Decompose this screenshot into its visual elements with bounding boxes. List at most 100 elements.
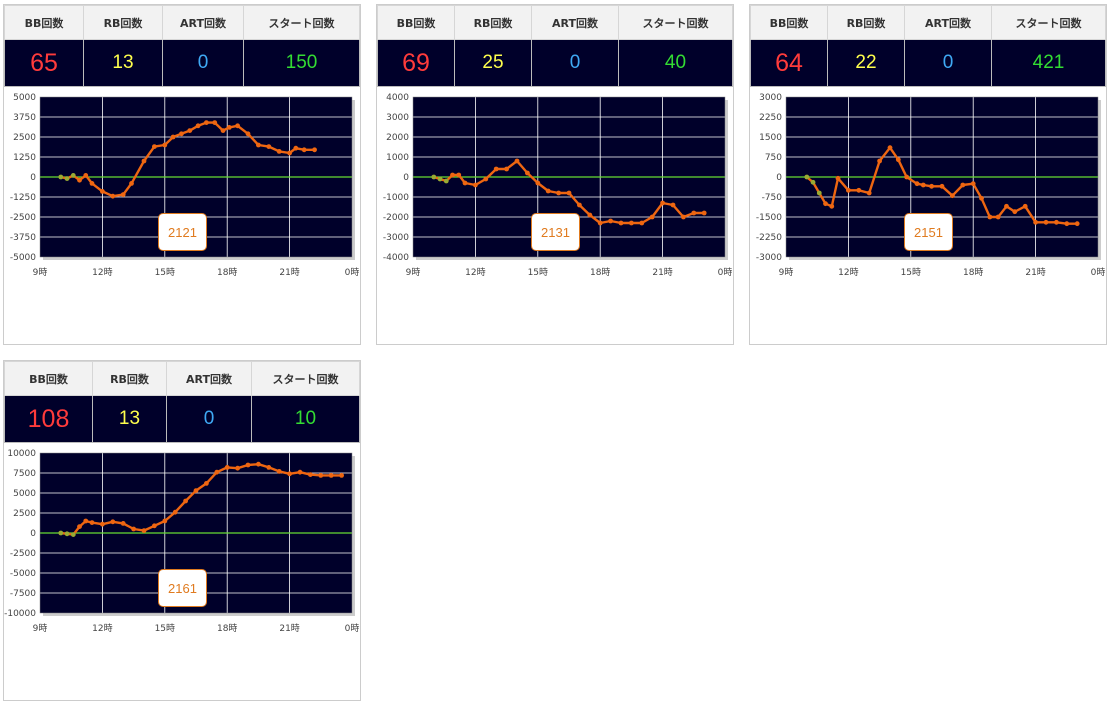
data-point (110, 193, 116, 199)
x-tick-label: 21時 (279, 623, 299, 634)
machine-number-button[interactable]: 2131 (531, 213, 580, 251)
data-point (162, 142, 168, 148)
data-point (1012, 209, 1018, 215)
art-count: 0 (531, 39, 619, 87)
data-point (256, 461, 261, 467)
data-point (804, 174, 810, 180)
data-point (256, 142, 261, 148)
data-point (141, 528, 147, 533)
data-point (995, 214, 1001, 220)
art-count: 0 (904, 39, 992, 87)
y-tick-label: -5000 (10, 253, 36, 263)
data-point (660, 200, 665, 206)
data-point (318, 473, 324, 478)
rb-count: 22 (827, 39, 905, 87)
data-point (77, 524, 82, 529)
y-tick-label: 750 (765, 153, 782, 163)
data-point (920, 182, 926, 188)
data-point (1043, 219, 1049, 225)
header-start: スタート回数 (251, 361, 360, 396)
data-point (823, 201, 828, 207)
data-point (110, 519, 116, 525)
data-point (535, 180, 541, 186)
x-tick-label: 21時 (1025, 267, 1045, 278)
data-point (70, 532, 76, 537)
payout-chart: 3000 2250 1500 750 0 -750 -1500 -2250 -3000 9時 12時… (756, 93, 1106, 278)
stats-table: BB回数 RB回数 ART回数 スタート回数 69 25 0 40 (377, 5, 733, 87)
data-point (856, 187, 862, 193)
rb-count: 13 (92, 395, 167, 443)
data-point (566, 190, 572, 196)
x-tick-label: 12時 (838, 267, 858, 278)
rb-count: 25 (454, 39, 532, 87)
header-bb: BB回数 (4, 5, 84, 40)
data-point (64, 176, 70, 181)
data-point (226, 125, 232, 130)
data-point (629, 220, 634, 226)
y-tick-label: 1250 (13, 153, 36, 163)
data-point (960, 182, 966, 188)
data-point (212, 120, 218, 125)
y-tick-label: 3000 (386, 113, 409, 123)
header-start: スタート回数 (243, 5, 360, 40)
bb-count: 65 (4, 39, 84, 87)
stats-table: BB回数 RB回数 ART回数 スタート回数 64 22 0 421 (750, 5, 1106, 87)
stats-table: BB回数 RB回数 ART回数 スタート回数 65 13 0 150 (4, 5, 360, 87)
y-tick-label: -2500 (10, 549, 36, 559)
data-point (235, 465, 241, 471)
y-tick-label: 3750 (13, 113, 36, 123)
data-point (437, 176, 443, 182)
stats-table: BB回数 RB回数 ART回数 スタート回数 108 13 0 10 (4, 361, 360, 443)
y-tick-label: -1000 (383, 193, 409, 203)
machine-number-button[interactable]: 2151 (904, 213, 953, 251)
data-point (597, 220, 603, 226)
data-point (987, 214, 993, 220)
data-point (639, 220, 645, 226)
y-tick-label: -2000 (383, 213, 409, 223)
data-point (100, 189, 105, 194)
data-point (431, 174, 437, 180)
data-point (276, 469, 282, 474)
data-point (301, 147, 307, 153)
data-point (829, 203, 835, 209)
data-point (514, 158, 520, 164)
data-point (245, 462, 251, 468)
header-start: スタート回数 (991, 5, 1106, 40)
data-point (525, 170, 530, 176)
data-point (979, 195, 984, 201)
data-point (1033, 219, 1038, 225)
header-bb: BB回数 (377, 5, 455, 40)
plot-border (39, 96, 353, 258)
data-point (187, 128, 193, 133)
x-tick-label: 9時 (33, 623, 48, 634)
start-count: 150 (243, 39, 360, 87)
rb-count: 13 (83, 39, 163, 87)
y-tick-label: 0 (403, 173, 409, 183)
y-tick-label: -1500 (756, 213, 782, 223)
x-tick-label: 9時 (33, 267, 48, 278)
data-point (287, 471, 292, 477)
data-point (152, 144, 157, 149)
header-art: ART回数 (904, 5, 992, 40)
data-point (141, 158, 147, 164)
x-tick-label: 18時 (217, 623, 237, 634)
plot-border (39, 452, 353, 614)
data-point (339, 473, 344, 478)
data-point (224, 465, 230, 470)
data-point (152, 523, 157, 529)
x-tick-label: 15時 (155, 623, 175, 634)
bb-count: 69 (377, 39, 455, 87)
y-tick-label: -2500 (10, 213, 36, 223)
y-tick-label: -750 (762, 193, 783, 203)
machine-number-button[interactable]: 2161 (158, 569, 207, 607)
x-tick-label: 21時 (279, 267, 299, 278)
data-point (276, 149, 282, 154)
data-point (939, 183, 945, 189)
start-count: 10 (251, 395, 360, 443)
y-tick-label: -4000 (383, 253, 409, 263)
data-point (1074, 221, 1080, 227)
y-tick-label: 1500 (759, 133, 782, 143)
machine-number-button[interactable]: 2121 (158, 213, 207, 251)
data-point (245, 131, 251, 137)
data-point (649, 214, 655, 220)
